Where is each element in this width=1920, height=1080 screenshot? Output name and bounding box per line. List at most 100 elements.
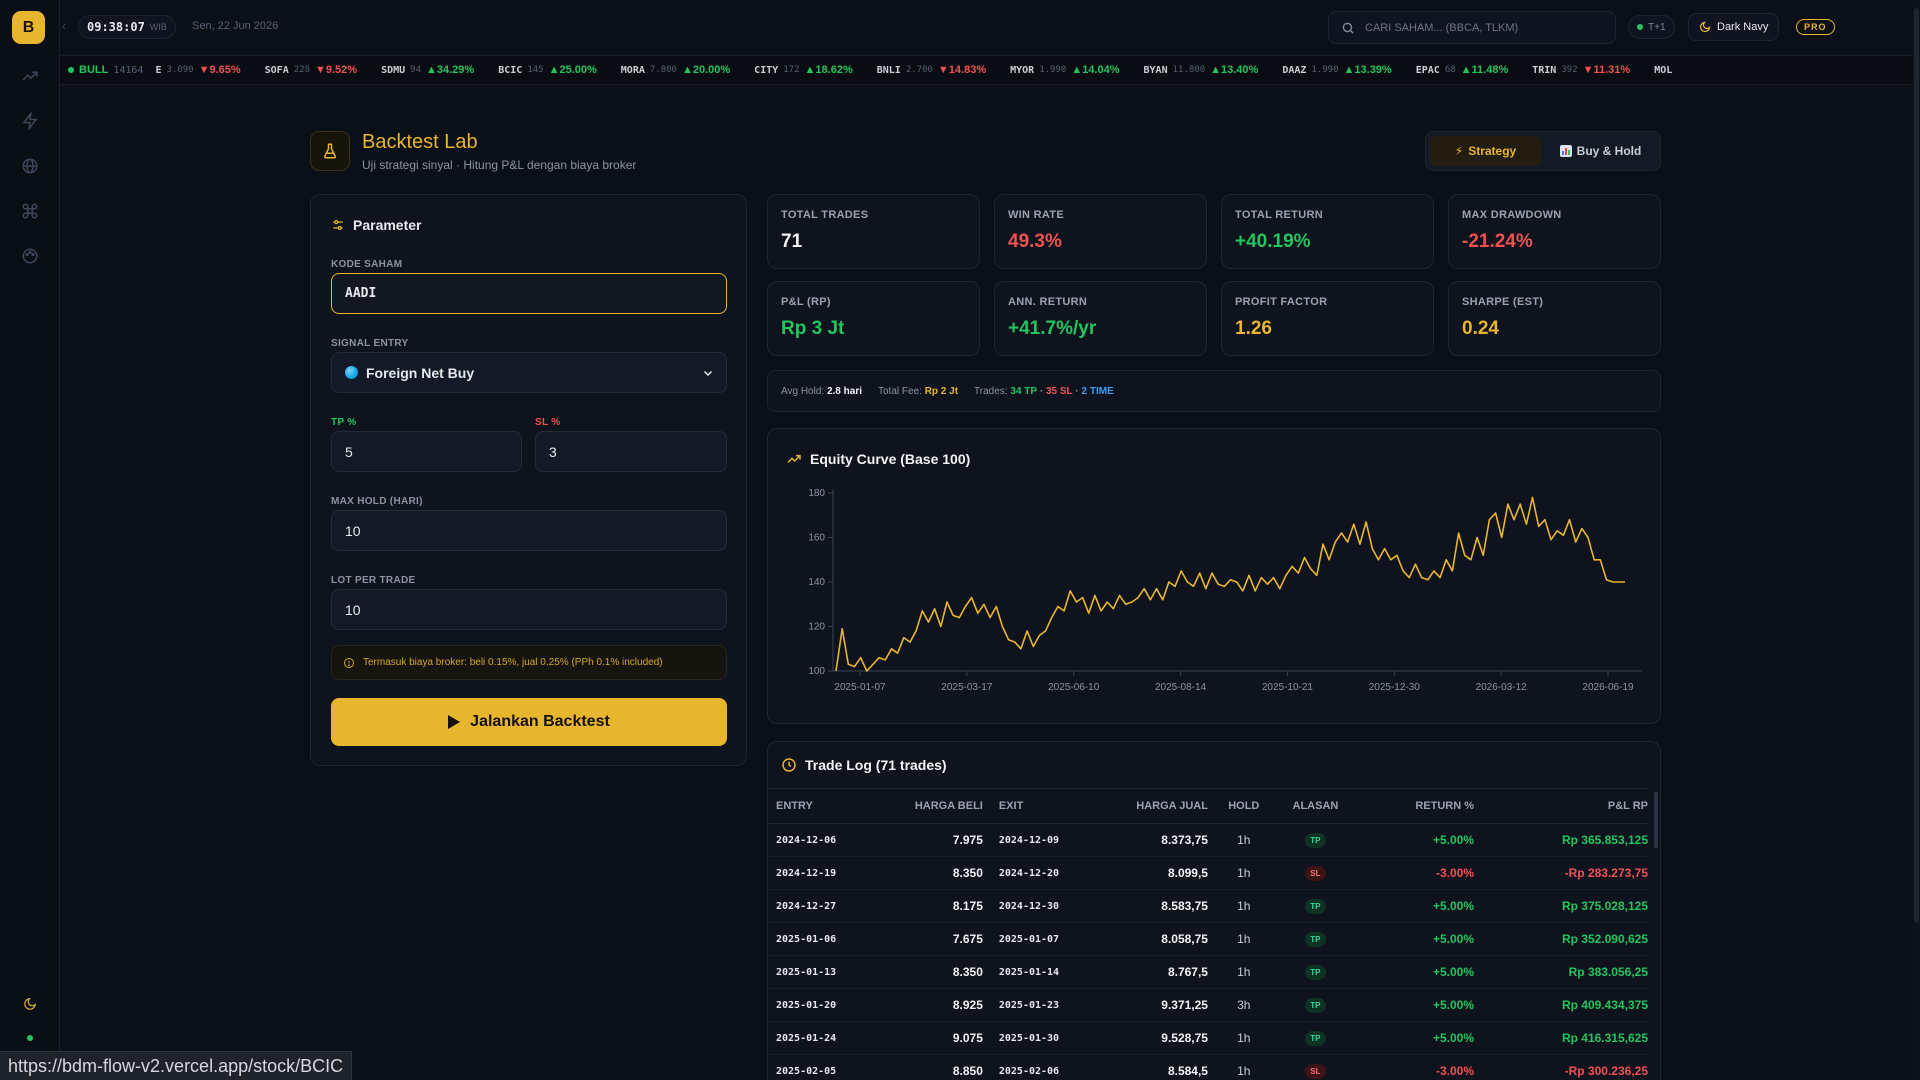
max-hold-field[interactable]	[331, 510, 727, 551]
table-row[interactable]: 2024-12-06 7.975 2024-12-09 8.373,75 1h TP +5.…	[768, 823, 1648, 857]
stat-value: Rp 3 Jt	[781, 318, 845, 339]
y-tick-label: 120	[808, 622, 825, 633]
ret-cell: +5.00%	[1351, 955, 1475, 989]
tab-strategy[interactable]: ⚡ Strategy	[1430, 136, 1541, 166]
page-scrollbar[interactable]	[1913, 0, 1920, 1080]
ret-cell: +5.00%	[1351, 1021, 1475, 1055]
trade-log-panel: Trade Log (71 trades) ENTRY HARGA BELI EXI…	[767, 741, 1661, 1080]
ret-cell: +5.00%	[1351, 922, 1475, 956]
ticker-item[interactable]: CITY 172 ▲18.62%	[754, 64, 853, 76]
ticker-item[interactable]: SOFA 228 ▼9.52%	[265, 64, 357, 76]
hold-cell: 1h	[1207, 1021, 1280, 1055]
ticker-item[interactable]: SDMU 94 ▲34.29%	[381, 64, 474, 76]
column-header[interactable]: HARGA BELI	[911, 788, 983, 824]
kode-saham-field[interactable]	[331, 273, 727, 314]
entry-cell: 2024-12-19	[768, 856, 912, 890]
stat-card: P&L (RP) Rp 3 Jt	[767, 281, 980, 356]
column-header[interactable]: HARGA JUAL	[1126, 788, 1208, 824]
column-header[interactable]: ALASAN	[1279, 788, 1352, 824]
parameter-header: Parameter	[331, 217, 422, 233]
sell-cell: 8.584,5	[1126, 1054, 1208, 1080]
page-scrollbar-thumb[interactable]	[1914, 8, 1919, 923]
table-row[interactable]: 2025-01-24 9.075 2025-01-30 9.528,75 1h TP +5.…	[768, 1021, 1648, 1055]
globe-icon[interactable]	[21, 157, 39, 175]
table-row[interactable]: 2024-12-27 8.175 2024-12-30 8.583,75 1h TP +5.…	[768, 889, 1648, 923]
stock-search[interactable]	[1328, 11, 1616, 44]
reason-badge: TP	[1305, 998, 1326, 1013]
entry-cell: 2024-12-27	[768, 889, 912, 923]
lot-input[interactable]	[345, 601, 726, 618]
reason-cell: TP	[1279, 922, 1352, 956]
run-backtest-button[interactable]: Jalankan Backtest	[331, 698, 727, 746]
ticker-change: ▲34.29%	[426, 64, 475, 76]
max-hold-input[interactable]	[345, 522, 726, 539]
trending-icon[interactable]	[21, 67, 39, 85]
ticker-code: EPAC	[1415, 64, 1440, 76]
lot-field[interactable]	[331, 589, 727, 630]
moon-icon[interactable]	[18, 992, 42, 1016]
x-tick-label: 2026-06-19	[1582, 682, 1634, 693]
hold-cell: 1h	[1207, 856, 1280, 890]
theme-switch[interactable]: Dark Navy	[1688, 13, 1780, 41]
column-header[interactable]: P&L RP	[1474, 788, 1648, 824]
column-header[interactable]: ENTRY	[768, 788, 912, 824]
pnl-cell: Rp 383.056,25	[1474, 955, 1648, 989]
search-icon	[1342, 22, 1354, 34]
table-row[interactable]: 2025-01-06 7.675 2025-01-07 8.058,75 1h TP +5.…	[768, 922, 1648, 956]
ticker-code: E	[155, 64, 162, 76]
tp-label: TP %	[331, 417, 357, 428]
ticker-item[interactable]: BNLI 2.700 ▼14.83%	[877, 64, 986, 76]
sl-input[interactable]	[549, 443, 726, 460]
ticker-code: SOFA	[264, 64, 289, 76]
avg-hold-value: 2.8 hari	[826, 385, 862, 397]
ticker-item[interactable]: EPAC 68 ▲11.48%	[1416, 64, 1509, 76]
flask-icon	[310, 131, 350, 171]
lightning-icon[interactable]	[21, 110, 39, 132]
ticker-change: ▲25.00%	[548, 64, 597, 76]
signal-entry-select[interactable]: Foreign Net Buy	[331, 352, 727, 393]
ticker-item[interactable]: DAAZ 1.990 ▲13.39%	[1282, 64, 1391, 76]
trade-log-scrollbar[interactable]	[1654, 792, 1658, 848]
sl-field[interactable]	[535, 431, 727, 472]
ticker-item[interactable]: MORA 7.800 ▲20.00%	[621, 64, 730, 76]
palette-icon[interactable]	[21, 247, 39, 265]
table-row[interactable]: 2025-01-20 8.925 2025-01-23 9.371,25 3h TP +5.…	[768, 988, 1648, 1022]
x-tick-label: 2025-03-17	[941, 682, 993, 693]
command-icon[interactable]	[21, 202, 39, 220]
ticker-item[interactable]: BCIC 145 ▲25.00%	[498, 64, 597, 76]
ticker-item[interactable]: BYAN 11.800 ▲13.40%	[1144, 64, 1259, 76]
stat-card: PROFIT FACTOR 1.26	[1221, 281, 1434, 356]
column-header[interactable]: RETURN %	[1351, 788, 1475, 824]
table-row[interactable]: 2025-02-05 8.850 2025-02-06 8.584,5 1h SL -3.0…	[768, 1054, 1648, 1080]
chevron-left-icon[interactable]: ‹	[62, 19, 66, 33]
app-logo[interactable]: B	[12, 11, 45, 44]
stat-label: TOTAL RETURN	[1235, 209, 1323, 221]
ticker-item[interactable]: E 3.090 ▼9.65%	[155, 64, 240, 76]
kode-saham-input[interactable]	[345, 286, 726, 301]
tp-input[interactable]	[345, 443, 521, 460]
tab-buy-hold[interactable]: Buy & Hold	[1545, 136, 1656, 166]
exit-cell: 2024-12-30	[982, 889, 1127, 923]
reason-cell: SL	[1279, 1054, 1352, 1080]
online-indicator	[27, 1035, 33, 1041]
ticker-change: ▲11.48%	[1460, 64, 1509, 76]
table-row[interactable]: 2025-01-13 8.350 2025-01-14 8.767,5 1h TP +5.0…	[768, 955, 1648, 989]
settlement-label: T+1	[1648, 21, 1666, 33]
column-header[interactable]: HOLD	[1207, 788, 1280, 824]
bar-chart-icon	[1559, 145, 1572, 157]
trade-log-table: ENTRY HARGA BELI EXIT HARGA JUAL HOLD ALASAN R…	[768, 788, 1648, 1080]
ticker-item[interactable]: TRIN 392 ▼11.31%	[1532, 64, 1630, 76]
ticker-code: MOL	[1654, 64, 1673, 76]
sl-label: SL %	[535, 417, 561, 428]
column-header[interactable]: EXIT	[982, 788, 1127, 824]
search-input[interactable]	[1365, 21, 1595, 34]
top-bar: ‹ 09:38:07 WIB Sen, 22 Jun 2026	[60, 0, 1920, 54]
table-row[interactable]: 2024-12-19 8.350 2024-12-20 8.099,5 1h SL -3.0…	[768, 856, 1648, 890]
tp-field[interactable]	[331, 431, 522, 472]
separator: ·	[1075, 385, 1079, 397]
exit-cell: 2025-01-23	[982, 988, 1127, 1022]
ticker-item[interactable]: MYOR 1.990 ▲14.04%	[1010, 64, 1119, 76]
lot-label: LOT PER TRADE	[331, 575, 416, 586]
ticker-item[interactable]: MOL	[1654, 65, 1682, 76]
stat-value: 0.24	[1462, 318, 1499, 339]
